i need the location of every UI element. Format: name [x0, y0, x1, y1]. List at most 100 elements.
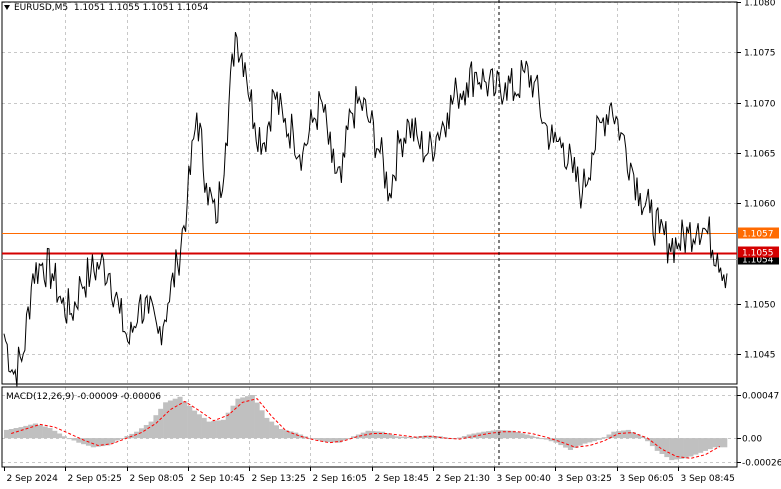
symbol-name: EURUSD,M5 [14, 3, 69, 13]
macd-histogram-bar [384, 433, 390, 439]
time-axis-label: 3 Sep 06:05 [620, 474, 674, 484]
macd-histogram-bar [66, 438, 72, 440]
time-axis-label: 2 Sep 13:25 [252, 474, 306, 484]
price-panel-frame [1, 1, 738, 385]
macd-histogram-bar [105, 438, 111, 446]
macd-histogram-bar [71, 438, 77, 441]
macd-histogram-bar [654, 438, 660, 451]
macd-histogram-bar [461, 436, 467, 439]
macd-histogram-bar [302, 436, 308, 439]
macd-histogram-bar [495, 429, 501, 439]
macd-histogram-bar [394, 436, 400, 439]
macd-histogram-bar [206, 421, 212, 439]
price-series [3, 32, 728, 387]
macd-histogram-bar [307, 438, 313, 440]
macd-histogram-bar [500, 430, 506, 439]
macd-histogram-bar [674, 438, 680, 460]
macd-histogram-bar [114, 438, 120, 441]
macd-histogram-bar [153, 415, 159, 439]
macd-histogram-bar [42, 426, 48, 439]
time-axis-label: 2 Sep 21:30 [436, 474, 491, 484]
macd-histogram-bar [558, 438, 564, 446]
macd-axis-label: -0.00026 [742, 459, 781, 469]
level-1-price-label: 1.1057 [742, 230, 774, 240]
ohlc-values: 1.1051 1.1055 1.1051 1.1054 [73, 3, 209, 13]
macd-histogram-bar [259, 410, 265, 439]
macd-histogram-bar [264, 417, 270, 439]
macd-histogram-bar [269, 421, 275, 439]
macd-histogram-bar [534, 436, 540, 439]
macd-indicator-label[interactable]: MACD(12,26,9) -0.00009 -0.00006 [6, 392, 162, 402]
macd-histogram-bar [326, 438, 332, 443]
macd-histogram-bar [346, 438, 352, 440]
bid-price-label: 1.1054 [742, 256, 774, 266]
macd-histogram-bar [635, 434, 641, 439]
macd-histogram-bar [37, 425, 43, 439]
macd-histogram-bar [457, 437, 463, 439]
macd-histogram-bar [322, 438, 328, 442]
macd-histogram-bar [514, 432, 520, 439]
macd-histogram-bar [76, 438, 82, 443]
symbol-header[interactable]: EURUSD,M5 1.1051 1.1055 1.1051 1.1054 [4, 2, 208, 14]
macd-histogram-bar [211, 421, 217, 439]
macd-axis-label: 0.00047 [742, 392, 779, 402]
macd-histogram-bar [698, 438, 704, 453]
macd-histogram-bar [707, 438, 713, 450]
macd-histogram-bar [351, 436, 357, 439]
macd-histogram-bar [110, 438, 116, 443]
macd-histogram-bar [81, 438, 87, 445]
macd-histogram-bar [278, 429, 284, 439]
macd-histogram-bar [519, 433, 525, 439]
macd-histogram-bar [4, 429, 10, 439]
macd-histogram-bar [582, 438, 588, 444]
macd-histogram-bar [688, 438, 694, 457]
macd-histogram-bar [100, 438, 106, 447]
macd-histogram-bar [543, 438, 549, 440]
macd-histogram-bar [355, 434, 361, 439]
price-axis-label: 1.1050 [744, 301, 776, 311]
macd-signal-line [11, 398, 721, 459]
macd-histogram-bar [143, 425, 149, 439]
macd-histogram-bar [57, 433, 63, 439]
macd-histogram-bar [572, 438, 578, 448]
triangle-down-icon[interactable] [4, 5, 10, 10]
time-axis-label: 3 Sep 03:25 [558, 474, 612, 484]
macd-histogram-bar [119, 438, 125, 440]
macd-histogram-bar [664, 438, 670, 458]
macd-histogram-bar [148, 421, 154, 439]
macd-axis-label: 0.00 [742, 435, 762, 445]
macd-histogram-bar [18, 427, 24, 439]
time-axis-label: 2 Sep 10:45 [191, 474, 245, 484]
chart-frame [1, 1, 738, 468]
macd-histogram-bar [61, 436, 67, 439]
time-axis-label: 2 Sep 18:45 [375, 474, 429, 484]
level-1-price-label-box [738, 227, 779, 239]
macd-histogram-bar [167, 400, 173, 439]
price-axis-label: 1.1045 [744, 351, 776, 361]
macd-histogram-bar [601, 437, 607, 439]
macd-histogram-bar [616, 431, 622, 439]
macd-histogram-bar [408, 437, 414, 439]
axes: 1.1080 1.1075 1.1070 1.1065 1.1060 1.1050 1.10… [4, 0, 781, 484]
price-axis-label: 1.1080 [744, 0, 776, 9]
time-axis-label: 2 Sep 2024 [7, 474, 59, 484]
macd-histogram-bar [611, 431, 617, 439]
horizontal-levels[interactable] [2, 233, 737, 260]
macd-histogram-bar [235, 398, 241, 439]
time-axis-label: 3 Sep 08:45 [681, 474, 735, 484]
macd-histogram-bar [283, 430, 289, 439]
macd-histogram-bar [220, 419, 226, 439]
macd-histogram-bar [563, 438, 569, 448]
macd-histogram-bar [196, 414, 202, 439]
macd-histogram-bar [163, 402, 169, 439]
macd-histogram-bar [567, 438, 573, 450]
macd-histogram-bar [331, 438, 337, 443]
price-line [3, 32, 728, 387]
grid [2, 2, 737, 467]
macd-histogram-bar [399, 436, 405, 439]
macd-histogram-bar [717, 438, 723, 448]
macd-histogram-bar [659, 438, 665, 454]
macd-histogram-bar [678, 438, 684, 459]
